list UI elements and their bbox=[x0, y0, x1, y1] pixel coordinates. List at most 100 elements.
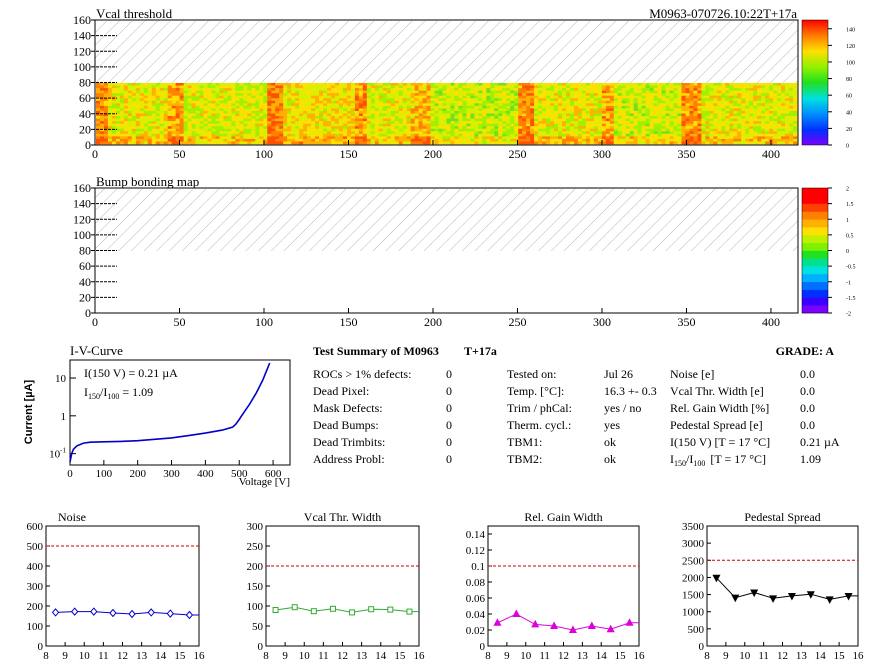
data-point bbox=[587, 621, 596, 629]
x-tick-label: 11 bbox=[318, 650, 329, 662]
x-tick-label: 10 bbox=[299, 650, 311, 662]
summary-value: 0.0 bbox=[800, 418, 815, 432]
summary-value: ok bbox=[604, 435, 616, 449]
data-point bbox=[844, 592, 853, 601]
summary-value: 0.21 µA bbox=[800, 435, 840, 449]
y-tick-label: 0.12 bbox=[466, 545, 485, 557]
map1-x-tick-label: 150 bbox=[339, 147, 357, 161]
map1-y-tick-label: 120 bbox=[73, 44, 91, 58]
map2-y-tick-label: 140 bbox=[73, 197, 91, 211]
summary-label: I(150 V) [T = 17 °C] bbox=[670, 435, 770, 449]
iv-x-tick-label: 0 bbox=[67, 468, 73, 480]
iv-x-tick-label: 200 bbox=[129, 468, 146, 480]
color-scale-tick-label: 40 bbox=[846, 110, 852, 116]
x-tick-label: 12 bbox=[558, 650, 569, 662]
test-summary: Test Summary of M0963 T+17a GRADE: A ROC… bbox=[313, 344, 840, 468]
y-tick-label: 0.1 bbox=[471, 561, 485, 573]
map2-y-tick-label: 80 bbox=[79, 244, 91, 258]
map1-color-scale-ticks: 0 20 40 60 80 100 120 140 bbox=[828, 27, 855, 150]
y-tick-label: 500 bbox=[688, 624, 705, 636]
summary-value: yes bbox=[604, 418, 620, 432]
x-tick-label: 12 bbox=[337, 650, 348, 662]
map2-x-tick-label: 0 bbox=[92, 315, 98, 329]
summary-label: Dead Bumps: bbox=[313, 418, 379, 432]
map2-y-tick-label: 40 bbox=[79, 275, 91, 289]
iv-x-tick-label: 600 bbox=[265, 468, 282, 480]
data-point bbox=[512, 609, 521, 617]
x-tick-label: 15 bbox=[394, 650, 406, 662]
chart-title: Pedestal Spread bbox=[744, 510, 820, 524]
color-scale-tick-label: 20 bbox=[846, 127, 852, 133]
y-tick-label: 600 bbox=[27, 521, 44, 533]
x-tick-label: 8 bbox=[485, 650, 491, 662]
summary-value: 0 bbox=[446, 367, 452, 381]
y-tick-label: 1500 bbox=[682, 590, 705, 602]
map1-y-tick-label: 0 bbox=[85, 138, 91, 152]
x-tick-label: 10 bbox=[520, 650, 532, 662]
y-tick-label: 200 bbox=[27, 601, 44, 613]
iv-ratio-annotation: I150/I100 = 1.09 bbox=[84, 385, 153, 401]
summary-label: Dead Pixel: bbox=[313, 384, 369, 398]
x-tick-label: 14 bbox=[375, 650, 387, 662]
iv-frame bbox=[69, 359, 291, 466]
iv-title: I-V-Curve bbox=[70, 343, 123, 358]
summary-value: 0.0 bbox=[800, 384, 815, 398]
x-tick-label: 14 bbox=[596, 650, 608, 662]
color-scale-tick-label: -2 bbox=[846, 312, 851, 318]
map1-x-tick-label: 50 bbox=[173, 147, 185, 161]
data-point bbox=[51, 608, 60, 617]
x-tick-label: 13 bbox=[577, 650, 589, 662]
x-tick-label: 9 bbox=[723, 650, 729, 662]
x-tick-label: 10 bbox=[79, 650, 91, 662]
chart-pedestal-spread: Pedestal Spread 8 9 10 11 12 13 14 15 16 0 500 1000 1… bbox=[682, 510, 864, 662]
module-id-label: M0963-070726.10:22T+17a bbox=[649, 6, 797, 21]
x-tick-label: 8 bbox=[263, 650, 269, 662]
map1-x-tick-label: 100 bbox=[255, 147, 273, 161]
data-point bbox=[272, 607, 279, 613]
y-tick-label: 50 bbox=[252, 621, 264, 633]
data-point bbox=[128, 609, 136, 619]
y-tick-label: 100 bbox=[247, 601, 264, 613]
summary-label: Therm. cycl.: bbox=[507, 418, 571, 432]
data-point bbox=[310, 608, 317, 615]
x-tick-label: 16 bbox=[634, 650, 646, 662]
data-point bbox=[368, 606, 375, 613]
map1-title: Vcal threshold bbox=[96, 6, 173, 21]
map1-x-tick-label: 400 bbox=[762, 147, 780, 161]
chart-frame bbox=[265, 525, 420, 647]
y-tick-label: 150 bbox=[247, 581, 264, 593]
map2-x-tick-label: 200 bbox=[424, 315, 442, 329]
y-tick-label: 2000 bbox=[682, 572, 705, 584]
x-tick-label: 13 bbox=[136, 650, 148, 662]
iv-series-line bbox=[69, 362, 271, 463]
iv-y-tick-label: 1 bbox=[61, 411, 67, 423]
color-scale-tick-label: 120 bbox=[846, 44, 855, 50]
data-point bbox=[531, 619, 540, 628]
map2-y-tick-label: 20 bbox=[79, 290, 91, 304]
y-tick-label: 0 bbox=[258, 641, 264, 653]
color-scale-tick-label: 0 bbox=[846, 249, 849, 255]
iv-curve-panel: I-V-Curve Current [µA] Voltage [V] I(150… bbox=[23, 343, 291, 488]
x-tick-label: 11 bbox=[539, 650, 550, 662]
map1-x-tick-label: 350 bbox=[677, 147, 695, 161]
summary-label: I150/I100 [T = 17 °C] bbox=[670, 452, 766, 468]
summary-value: Jul 26 bbox=[604, 367, 633, 381]
map1-x-tick-label: 250 bbox=[508, 147, 526, 161]
y-tick-label: 0.02 bbox=[466, 625, 485, 637]
data-point bbox=[90, 607, 98, 616]
data-point bbox=[769, 595, 778, 603]
map2-x-tick-label: 250 bbox=[508, 315, 526, 329]
x-tick-label: 8 bbox=[704, 650, 710, 662]
summary-value: 0 bbox=[446, 435, 452, 449]
x-tick-label: 15 bbox=[834, 650, 846, 662]
data-point bbox=[568, 625, 577, 633]
data-point bbox=[406, 608, 413, 615]
iv-y-tick-label: 10 bbox=[55, 373, 67, 385]
iv-x-tick-label: 500 bbox=[231, 468, 248, 480]
iv-y-axis: 10 1 10-1 bbox=[49, 373, 76, 461]
y-tick-label: 3500 bbox=[682, 521, 705, 533]
summary-value: 0.0 bbox=[800, 367, 815, 381]
x-tick-label: 14 bbox=[815, 650, 827, 662]
